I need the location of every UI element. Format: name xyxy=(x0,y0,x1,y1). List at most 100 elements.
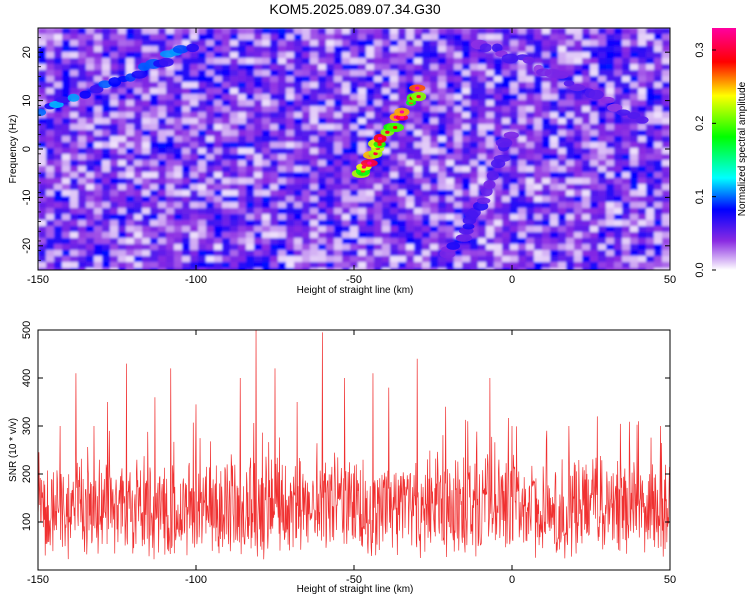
heatmap-cell xyxy=(534,100,543,107)
heatmap-cell xyxy=(350,82,359,89)
heatmap-cell xyxy=(70,82,79,89)
heatmap-cell xyxy=(494,184,503,191)
heatmap-feature-blob xyxy=(600,96,615,104)
heatmap-feature-blob xyxy=(627,111,641,119)
heatmap-cell xyxy=(486,136,495,143)
heatmap-cell xyxy=(582,172,591,179)
heatmap-cell xyxy=(78,130,87,137)
heatmap-cell xyxy=(590,100,599,107)
heatmap-cell xyxy=(118,100,127,107)
heatmap-cell xyxy=(318,40,327,47)
heatmap-cell xyxy=(230,100,239,107)
heatmap-cell xyxy=(438,238,447,245)
heatmap-feature-blob xyxy=(491,43,503,53)
heatmap-cell xyxy=(158,142,167,149)
heatmap-cell xyxy=(462,100,471,107)
heatmap-cell xyxy=(54,88,63,95)
heatmap-cell xyxy=(534,244,543,251)
heatmap-cell xyxy=(510,106,519,113)
heatmap-cell xyxy=(662,34,670,41)
heatmap-cell xyxy=(382,262,391,269)
heatmap-cell xyxy=(230,130,239,137)
heatmap-cell xyxy=(198,202,207,209)
heatmap-cell xyxy=(102,46,111,53)
heatmap-cell xyxy=(142,262,151,269)
heatmap-cell xyxy=(238,82,247,89)
heatmap-cell xyxy=(438,40,447,47)
heatmap-cell xyxy=(518,244,527,251)
heatmap-cell xyxy=(446,190,455,197)
heatmap-cell xyxy=(566,220,575,227)
heatmap-cell xyxy=(414,250,423,257)
heatmap-cell xyxy=(294,76,303,83)
heatmap-cell xyxy=(310,70,319,77)
heatmap-cell xyxy=(86,208,95,215)
heatmap-cell xyxy=(550,184,559,191)
heatmap-cell xyxy=(366,58,375,65)
heatmap-cell xyxy=(478,226,487,233)
heatmap-cell xyxy=(478,142,487,149)
heatmap-cell xyxy=(318,232,327,239)
heatmap-cell xyxy=(534,256,543,263)
heatmap-cell xyxy=(462,148,471,155)
heatmap-cell xyxy=(38,166,47,173)
heatmap-cell xyxy=(286,208,295,215)
heatmap-cell xyxy=(358,196,367,203)
heatmap-cell xyxy=(238,40,247,47)
heatmap-cell xyxy=(606,148,615,155)
heatmap-cell xyxy=(566,142,575,149)
heatmap-cell xyxy=(302,58,311,65)
heatmap-cell xyxy=(470,160,479,167)
heatmap-cell xyxy=(454,34,463,41)
heatmap-cell xyxy=(182,88,191,95)
heatmap-cell xyxy=(278,94,287,101)
heatmap-cell xyxy=(390,238,399,245)
heatmap-cell xyxy=(358,118,367,125)
heatmap-cell xyxy=(110,262,119,269)
heatmap-cell xyxy=(574,76,583,83)
heatmap-cell xyxy=(222,202,231,209)
heatmap-cell xyxy=(662,130,670,137)
heatmap-cell xyxy=(534,232,543,239)
heatmap-cell xyxy=(150,166,159,173)
heatmap-cell xyxy=(166,160,175,167)
heatmap-cell xyxy=(590,112,599,119)
heatmap-cell xyxy=(94,250,103,257)
heatmap-cell xyxy=(454,238,463,245)
heatmap-cell xyxy=(158,268,167,270)
heatmap-cell xyxy=(406,70,415,77)
heatmap-cell xyxy=(590,238,599,245)
heatmap-cell xyxy=(654,46,663,53)
heatmap-cell xyxy=(470,166,479,173)
heatmap-cell xyxy=(574,196,583,203)
heatmap-cell xyxy=(182,82,191,89)
heatmap-cell xyxy=(470,226,479,233)
heatmap-cell xyxy=(214,64,223,71)
heatmap-cell xyxy=(382,100,391,107)
heatmap-cell xyxy=(662,136,670,143)
heatmap-cell xyxy=(390,208,399,215)
heatmap-cell xyxy=(358,208,367,215)
heatmap-cell xyxy=(518,166,527,173)
heatmap-cell xyxy=(278,262,287,269)
heatmap-cell xyxy=(582,112,591,119)
heatmap-cell xyxy=(310,82,319,89)
heatmap-cell xyxy=(598,88,607,95)
heatmap-cell xyxy=(374,112,383,119)
heatmap-cell xyxy=(454,250,463,257)
heatmap-cell xyxy=(102,76,111,83)
heatmap-cell xyxy=(606,262,615,269)
heatmap-cell xyxy=(518,112,527,119)
heatmap-cell xyxy=(502,64,511,71)
heatmap-cell xyxy=(566,160,575,167)
heatmap-cell xyxy=(510,94,519,101)
heatmap-cell xyxy=(350,220,359,227)
heatmap-cell xyxy=(558,268,567,270)
heatmap-cell xyxy=(438,268,447,270)
heatmap-cell xyxy=(398,40,407,47)
heatmap-cell xyxy=(126,262,135,269)
heatmap-cell xyxy=(542,112,551,119)
heatmap-cell xyxy=(238,196,247,203)
heatmap-cell xyxy=(150,70,159,77)
heatmap-cell xyxy=(462,94,471,101)
